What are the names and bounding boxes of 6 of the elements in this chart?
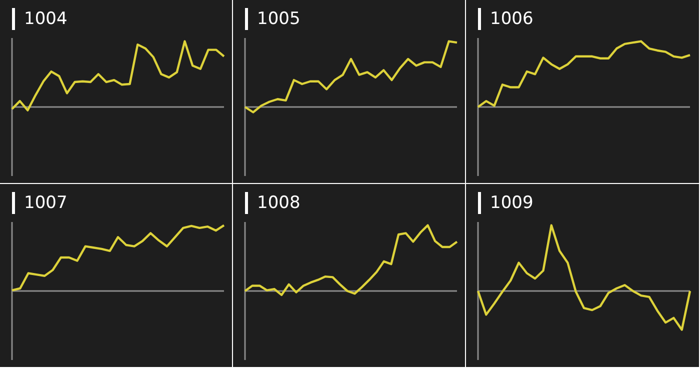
chart-title: 1006 — [478, 8, 534, 30]
chart-title: 1005 — [245, 8, 300, 30]
chart-title: 1009 — [478, 192, 534, 214]
chart-title: 1008 — [245, 192, 300, 214]
chart-title: 1007 — [12, 192, 68, 214]
chart-title: 1004 — [12, 8, 68, 30]
